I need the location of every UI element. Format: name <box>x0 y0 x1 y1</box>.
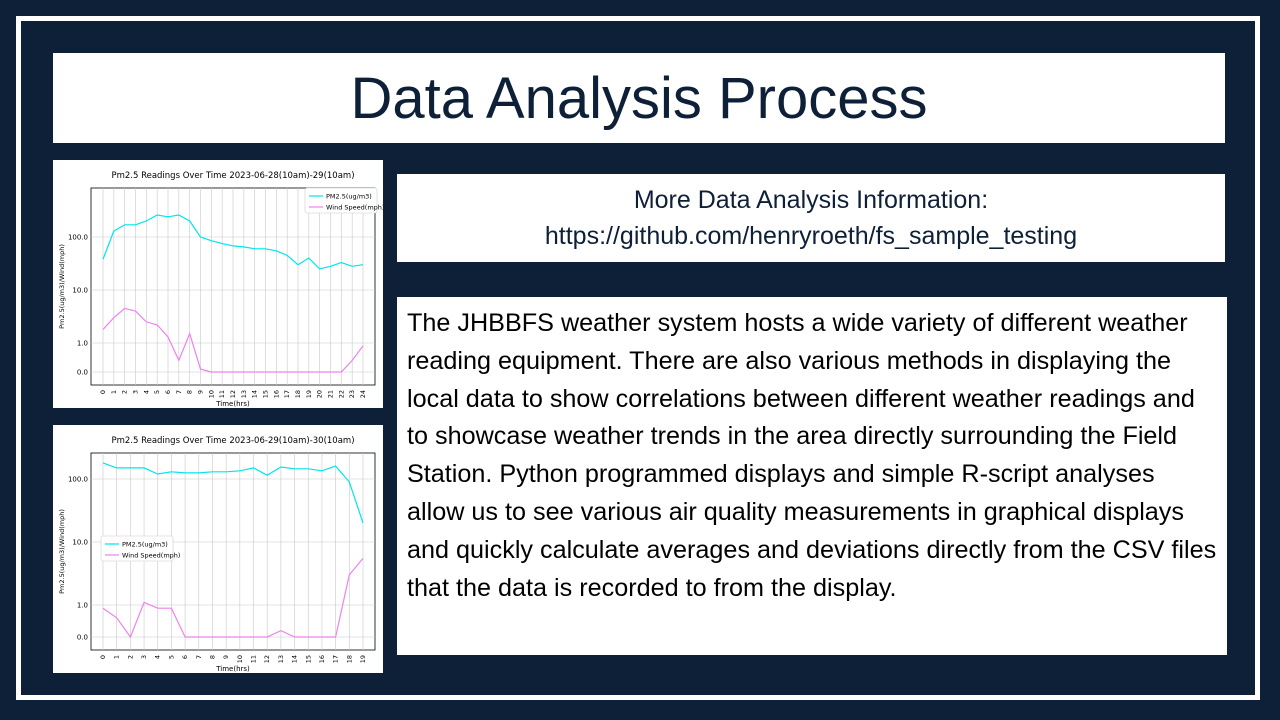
x-tick-label: 17 <box>283 390 291 398</box>
x-tick-label: 13 <box>277 655 285 663</box>
x-tick-label: 19 <box>359 655 367 663</box>
x-tick-label: 18 <box>294 390 302 398</box>
x-tick-label: 22 <box>337 390 345 398</box>
x-tick-label: 2 <box>121 390 129 394</box>
legend-label: Wind Speed(mph) <box>326 204 383 212</box>
slide-title: Data Analysis Process <box>350 65 928 131</box>
x-tick-label: 9 <box>222 655 230 659</box>
x-tick-label: 4 <box>142 390 150 394</box>
x-tick-label: 15 <box>304 655 312 663</box>
series-line-wind <box>102 307 364 373</box>
legend-label: Wind Speed(mph) <box>122 552 180 560</box>
series-line-pm25 <box>102 214 364 270</box>
x-tick-label: 5 <box>167 655 175 659</box>
x-tick-label: 19 <box>305 390 313 398</box>
x-tick-label: 12 <box>263 655 271 663</box>
x-tick-label: 23 <box>348 390 356 398</box>
chart-2: 0 1 2 3 4 5 6 7 8 9 10 11 12 13 14 15 16 17 18 190.01.010.0… <box>58 436 376 673</box>
x-tick-label: 24 <box>359 390 367 398</box>
y-tick-label: 100.0 <box>68 476 88 484</box>
x-tick-label: 1 <box>113 655 121 659</box>
x-tick-label: 7 <box>195 655 203 659</box>
x-tick-label: 17 <box>332 655 340 663</box>
y-tick-label: 1.0 <box>77 602 88 610</box>
x-tick-label: 14 <box>251 390 259 398</box>
x-tick-label: 11 <box>250 655 258 663</box>
x-tick-label: 0 <box>99 390 107 394</box>
plot-area <box>90 452 376 651</box>
x-tick-label: 15 <box>262 390 270 398</box>
chart-1: 0 1 2 3 4 5 6 7 8 9 10 11 12 13 14 15 16 17 18 19 20 21 22 23 24… <box>58 171 383 408</box>
description-text: The JHBBFS weather system hosts a wide v… <box>407 309 1217 602</box>
y-tick-label: 100.0 <box>68 234 88 242</box>
x-tick-label: 1 <box>110 390 118 394</box>
chart-title: Pm2.5 Readings Over Time 2023-06-29(10am… <box>111 436 354 446</box>
x-tick-label: 3 <box>132 390 140 394</box>
series-line-pm25 <box>102 462 364 524</box>
chart-1-panel: 0 1 2 3 4 5 6 7 8 9 10 11 12 13 14 15 16 17 18 19 20 21 22 23 24… <box>53 160 383 408</box>
x-tick-label: 0 <box>99 655 107 659</box>
legend-label: PM2.5(ug/m3) <box>326 193 372 201</box>
description-box: The JHBBFS weather system hosts a wide v… <box>397 297 1227 655</box>
x-tick-label: 9 <box>197 390 205 394</box>
x-axis-label: Time(hrs) <box>215 400 250 408</box>
x-tick-label: 6 <box>181 655 189 659</box>
x-axis-label: Time(hrs) <box>215 665 250 673</box>
x-tick-label: 16 <box>272 390 280 398</box>
x-tick-label: 6 <box>164 390 172 394</box>
x-tick-label: 8 <box>186 390 194 394</box>
y-tick-label: 0.0 <box>77 634 88 642</box>
series-line-wind <box>102 558 364 639</box>
x-tick-label: 2 <box>126 655 134 659</box>
x-tick-label: 13 <box>240 390 248 398</box>
y-tick-label: 0.0 <box>77 369 88 377</box>
x-tick-label: 10 <box>207 390 215 398</box>
x-tick-label: 14 <box>291 655 299 663</box>
x-tick-label: 18 <box>345 655 353 663</box>
legend-label: PM2.5(ug/m3) <box>122 541 168 549</box>
info-box: More Data Analysis Information: https://… <box>397 174 1225 262</box>
title-box: Data Analysis Process <box>53 53 1225 143</box>
x-tick-label: 4 <box>154 655 162 659</box>
chart-2-panel: 0 1 2 3 4 5 6 7 8 9 10 11 12 13 14 15 16 17 18 19 0.0 1.0 10.0… <box>53 425 383 673</box>
x-tick-label: 8 <box>208 655 216 659</box>
x-tick-label: 16 <box>318 655 326 663</box>
x-tick-label: 10 <box>236 655 244 663</box>
chart-title: Pm2.5 Readings Over Time 2023-06-28(10am… <box>111 171 354 181</box>
y-axis-label: Pm2.5(ug/m3)/Wind(mph) <box>58 244 66 329</box>
x-tick-label: 11 <box>218 390 226 398</box>
info-link[interactable]: https://github.com/henryroeth/fs_sample_… <box>544 222 1078 250</box>
y-tick-label: 10.0 <box>72 539 88 547</box>
x-tick-label: 5 <box>153 390 161 394</box>
x-tick-label: 21 <box>327 390 335 398</box>
x-tick-label: 3 <box>140 655 148 659</box>
x-tick-label: 12 <box>229 390 237 398</box>
x-tick-label: 7 <box>175 390 183 394</box>
info-heading: More Data Analysis Information: <box>633 186 989 214</box>
x-tick-label: 20 <box>316 390 324 398</box>
y-axis-label: Pm2.5(ug/m3)/Wind(mph) <box>58 509 66 594</box>
slide-frame <box>16 16 1260 700</box>
y-tick-label: 1.0 <box>77 340 88 348</box>
y-tick-label: 10.0 <box>72 287 88 295</box>
